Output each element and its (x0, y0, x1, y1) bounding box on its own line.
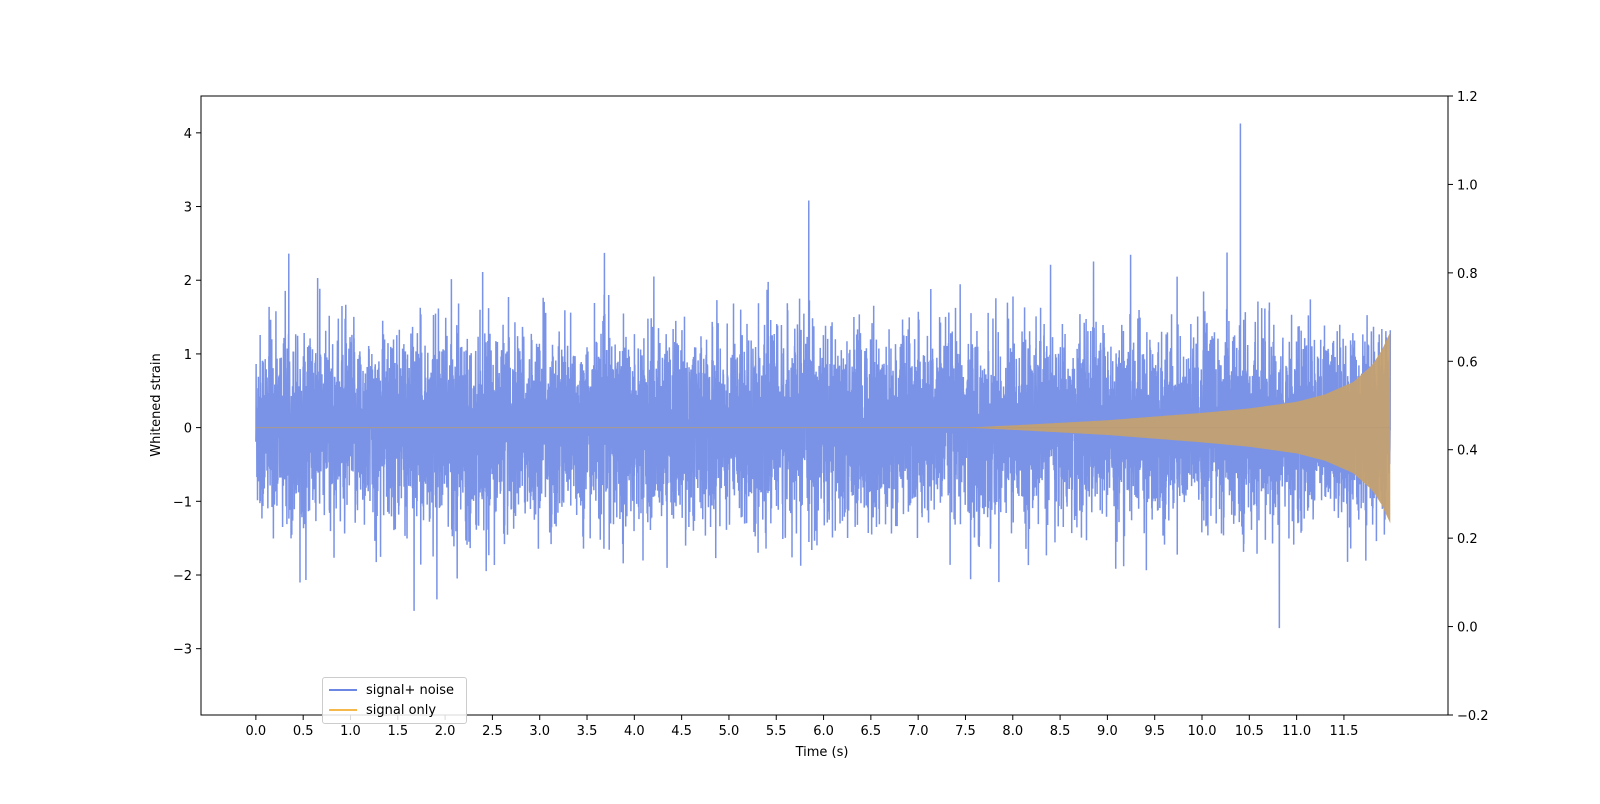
legend: signal+ noise signal only (322, 677, 467, 724)
x-tick-label: 7.5 (955, 724, 976, 739)
x-tick-label: 11.0 (1282, 724, 1311, 739)
x-tick-label: 7.0 (908, 724, 929, 739)
x-tick-label: 0.5 (293, 724, 314, 739)
x-tick-label: 0.0 (246, 724, 267, 739)
y2-tick-label: −0.2 (1457, 709, 1489, 724)
y-tick-label: 4 (184, 127, 192, 142)
y2-tick-label: 1.0 (1457, 178, 1478, 193)
x-tick-label: 6.0 (813, 724, 834, 739)
plot-frame (200, 95, 1449, 716)
y2-tick-label: 1.2 (1457, 90, 1478, 105)
y2-tick-label: 0.4 (1457, 444, 1478, 459)
y-tick-label: −1 (173, 495, 192, 510)
y-axis-left: −3 −2 −1 0 1 2 3 4 (173, 127, 201, 658)
x-tick-label: 8.0 (1002, 724, 1023, 739)
y-axis-right: −0.2 0.0 0.2 0.4 0.6 0.8 1.0 1.2 (1448, 90, 1489, 724)
legend-item-signal-noise: signal+ noise (329, 681, 454, 699)
x-axis: 0.0 0.5 1.0 1.5 2.0 2.5 3.0 3.5 4.0 4.5 5.0 5.5 6.0 6… (246, 715, 1358, 739)
y-axis-label: Whitened strain (149, 353, 164, 456)
series-signal-only (255, 331, 1391, 524)
y-tick-label: 3 (184, 201, 192, 216)
x-axis-label: Time (s) (795, 745, 849, 760)
y-tick-label: 2 (184, 274, 192, 289)
x-tick-label: 4.5 (671, 724, 692, 739)
x-tick-label: 6.5 (861, 724, 882, 739)
y2-tick-label: 0.0 (1457, 621, 1478, 636)
x-tick-label: 5.0 (719, 724, 740, 739)
x-tick-label: 1.5 (387, 724, 408, 739)
x-tick-label: 4.0 (624, 724, 645, 739)
x-tick-label: 10.0 (1188, 724, 1217, 739)
y2-tick-label: 0.8 (1457, 267, 1478, 282)
x-tick-label: 9.5 (1144, 724, 1165, 739)
legend-label-signal-noise: signal+ noise (366, 682, 455, 698)
legend-label-signal-only: signal only (366, 702, 437, 718)
x-tick-label: 1.0 (340, 724, 361, 739)
y2-tick-label: 0.6 (1457, 355, 1478, 370)
y-tick-label: 0 (184, 422, 192, 437)
y-tick-label: −3 (173, 643, 192, 658)
legend-swatch-signal-only (329, 709, 357, 711)
signal-noise-line (255, 123, 1392, 629)
x-tick-label: 5.5 (766, 724, 787, 739)
x-tick-label: 9.0 (1097, 724, 1118, 739)
x-tick-label: 3.0 (529, 724, 550, 739)
x-tick-label: 3.5 (577, 724, 598, 739)
x-tick-label: 2.5 (482, 724, 503, 739)
y-tick-label: −2 (173, 569, 192, 584)
y2-tick-label: 0.2 (1457, 532, 1478, 547)
series-signal-noise (255, 123, 1392, 629)
x-tick-label: 2.0 (435, 724, 456, 739)
x-tick-label: 10.5 (1235, 724, 1264, 739)
legend-swatch-signal-noise (329, 689, 357, 691)
y-tick-label: 1 (184, 348, 192, 363)
legend-item-signal-only: signal only (329, 701, 436, 719)
x-tick-label: 11.5 (1329, 724, 1358, 739)
x-tick-label: 8.5 (1050, 724, 1071, 739)
